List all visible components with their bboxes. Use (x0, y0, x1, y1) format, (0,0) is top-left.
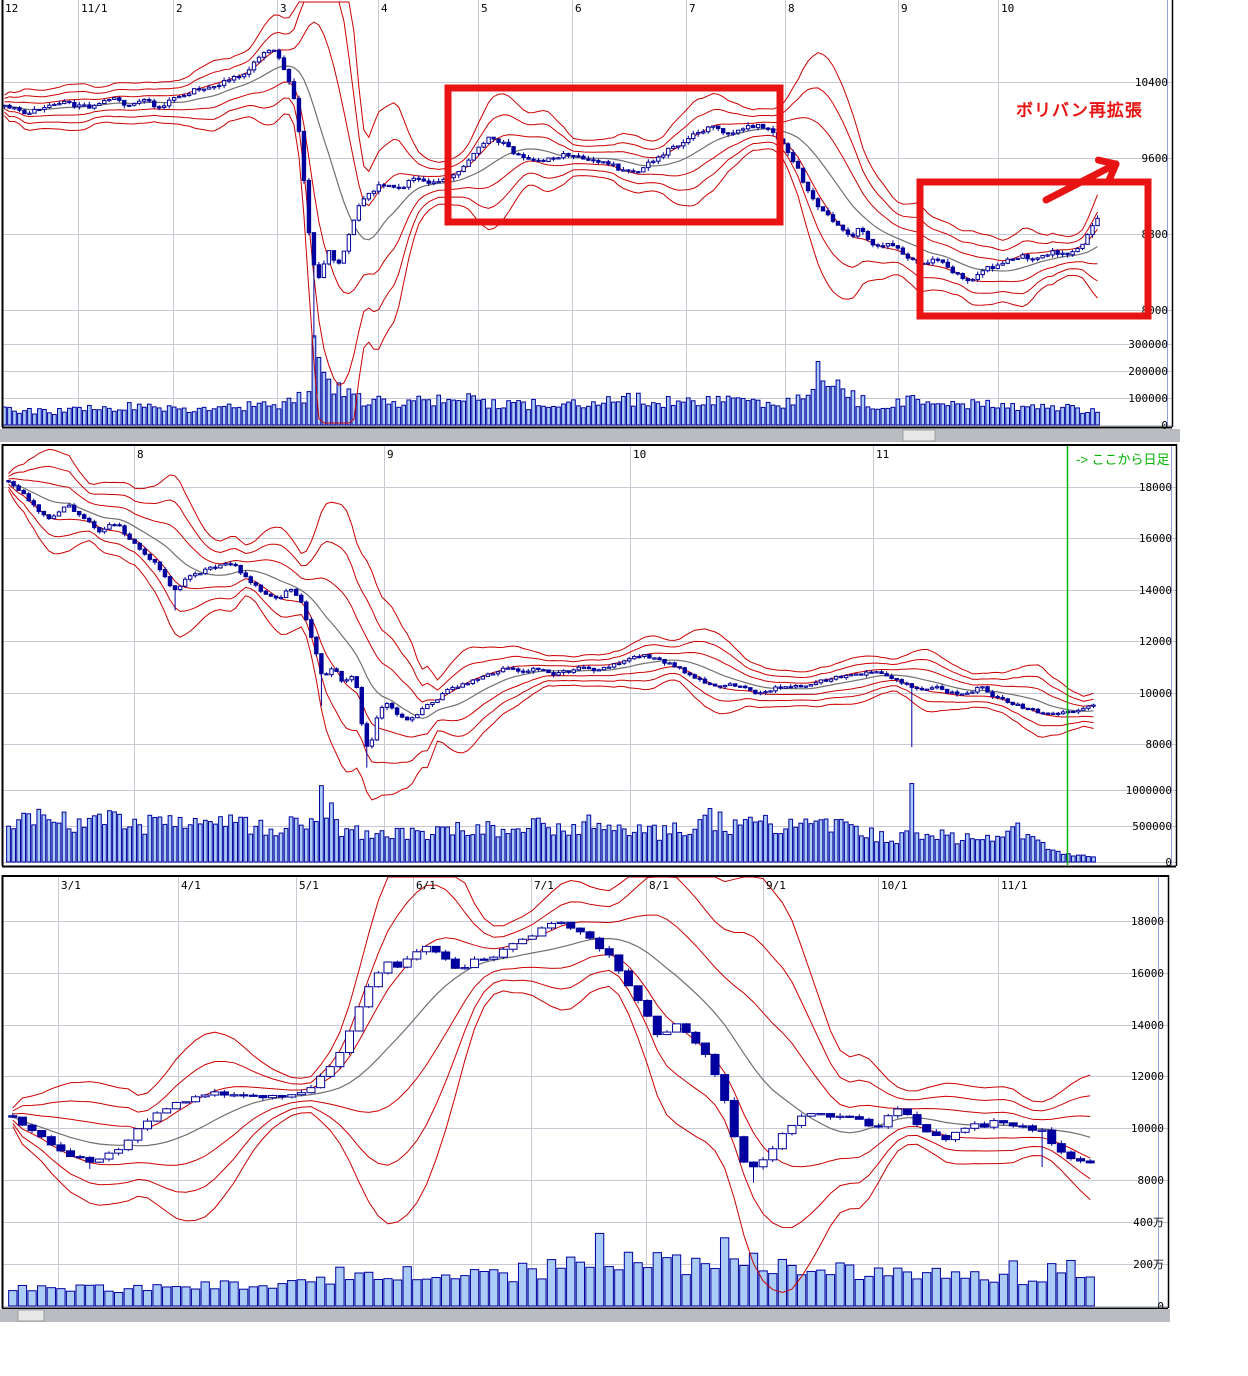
mid-transition-chart: 8 9 10 11 18000 16000 14000 12000 10000 8000 10000… (1, 444, 1178, 869)
weekly-bollinger-chart-reexpansion-arrow (1042, 156, 1120, 204)
daily-bollinger-chart-axis-labels: 3/1 4/1 5/1 6/1 7/1 8/1 9/1 10/1 11/1 18000 16000 1… (61, 879, 1164, 1313)
weekly-bollinger-chart-bollinger-bands (4, 1, 1098, 424)
svg-text:7: 7 (689, 2, 696, 15)
bollinger-reexpansion-note: ボリバン再拡張 (1016, 101, 1143, 120)
svg-text:12000: 12000 (1139, 635, 1172, 648)
svg-text:14000: 14000 (1139, 584, 1172, 597)
svg-text:8000: 8000 (1146, 738, 1173, 751)
mid-transition-chart-bollinger-bands (8, 448, 1094, 801)
svg-text:18000: 18000 (1131, 915, 1164, 928)
svg-text:11/1: 11/1 (1001, 879, 1028, 892)
weekly-bollinger-chart-axis-labels: 12 11/1 2 3 4 5 6 7 8 9 10104009600880080003000002… (5, 2, 1168, 432)
svg-text:16000: 16000 (1131, 967, 1164, 980)
svg-text:9/1: 9/1 (766, 879, 786, 892)
svg-text:18000: 18000 (1139, 481, 1172, 494)
svg-text:9: 9 (901, 2, 908, 15)
svg-text:7/1: 7/1 (534, 879, 554, 892)
daily-bollinger-chart-volume-bars (8, 1232, 1095, 1307)
svg-text:11/1: 11/1 (81, 2, 108, 15)
svg-text:8: 8 (137, 448, 144, 461)
svg-text:14000: 14000 (1131, 1019, 1164, 1032)
weekly-bollinger-chart-volume-bars (2, 335, 1100, 426)
daily-bollinger-chart-grid (2, 875, 1168, 1307)
svg-text:12: 12 (5, 2, 18, 15)
svg-text:16000: 16000 (1139, 532, 1172, 545)
weekly-bollinger-chart-highlight-rects (444, 84, 1152, 320)
svg-text:0: 0 (1161, 419, 1168, 432)
scrollbar-track[interactable] (0, 429, 1180, 442)
daily-bollinger-chart: 3/1 4/1 5/1 6/1 7/1 8/1 9/1 10/1 11/1 18000 16000 1… (1, 875, 1170, 1313)
svg-text:3/1: 3/1 (61, 879, 81, 892)
mid-transition-chart-volume-bars (6, 783, 1096, 863)
svg-text:9: 9 (387, 448, 394, 461)
svg-text:3: 3 (280, 2, 287, 15)
svg-text:8: 8 (788, 2, 795, 15)
svg-text:400万: 400万 (1133, 1216, 1164, 1229)
svg-text:2: 2 (176, 2, 183, 15)
svg-text:12000: 12000 (1131, 1070, 1164, 1083)
daily-bollinger-chart-border (1, 875, 1170, 1310)
svg-text:10: 10 (1001, 2, 1014, 15)
svg-text:100000: 100000 (1128, 392, 1168, 405)
scrollbar-thumb[interactable] (17, 1309, 45, 1322)
daily-from-here-note: -> ここから日足 (1076, 452, 1170, 467)
scrollbar-track[interactable] (0, 1309, 1170, 1322)
weekly-bollinger-chart-border (1, 0, 1174, 429)
svg-text:6/1: 6/1 (416, 879, 436, 892)
daily-bollinger-chart-bollinger-bands (12, 876, 1091, 1294)
svg-text:500000: 500000 (1132, 820, 1172, 833)
svg-text:8000: 8000 (1138, 1174, 1165, 1187)
svg-text:5: 5 (481, 2, 488, 15)
svg-text:4: 4 (381, 2, 388, 15)
svg-text:8/1: 8/1 (649, 879, 669, 892)
svg-text:10: 10 (633, 448, 646, 461)
svg-text:10/1: 10/1 (881, 879, 908, 892)
svg-text:9600: 9600 (1142, 152, 1169, 165)
mid-transition-chart-candles (6, 480, 1096, 768)
mid-transition-chart-axis-labels: 8 9 10 11 18000 16000 14000 12000 10000 8000 10000… (137, 448, 1172, 869)
svg-text:6: 6 (575, 2, 582, 15)
svg-text:200万: 200万 (1133, 1258, 1164, 1271)
svg-text:1000000: 1000000 (1126, 784, 1172, 797)
mid-transition-chart-border (1, 444, 1178, 868)
weekly-bollinger-chart-grid (2, 0, 1172, 426)
mid-transition-chart-grid (2, 444, 1176, 863)
svg-text:4/1: 4/1 (181, 879, 201, 892)
svg-text:0: 0 (1165, 856, 1172, 869)
svg-text:11: 11 (876, 448, 889, 461)
svg-text:10400: 10400 (1135, 76, 1168, 89)
svg-text:10000: 10000 (1139, 687, 1172, 700)
svg-text:0: 0 (1157, 1300, 1164, 1313)
svg-text:300000: 300000 (1128, 338, 1168, 351)
scrollbar-strip-1 (0, 429, 1180, 442)
svg-text:5/1: 5/1 (299, 879, 319, 892)
scrollbar-strip-2 (0, 1309, 1170, 1322)
svg-text:10000: 10000 (1131, 1122, 1164, 1135)
weekly-bollinger-chart-candles (2, 48, 1100, 339)
scrollbar-thumb[interactable] (902, 429, 936, 442)
weekly-bollinger-chart: 12 11/1 2 3 4 5 6 7 8 9 10104009600880080003000002… (1, 0, 1174, 432)
daily-bollinger-chart-candles (8, 921, 1095, 1183)
svg-text:200000: 200000 (1128, 365, 1168, 378)
